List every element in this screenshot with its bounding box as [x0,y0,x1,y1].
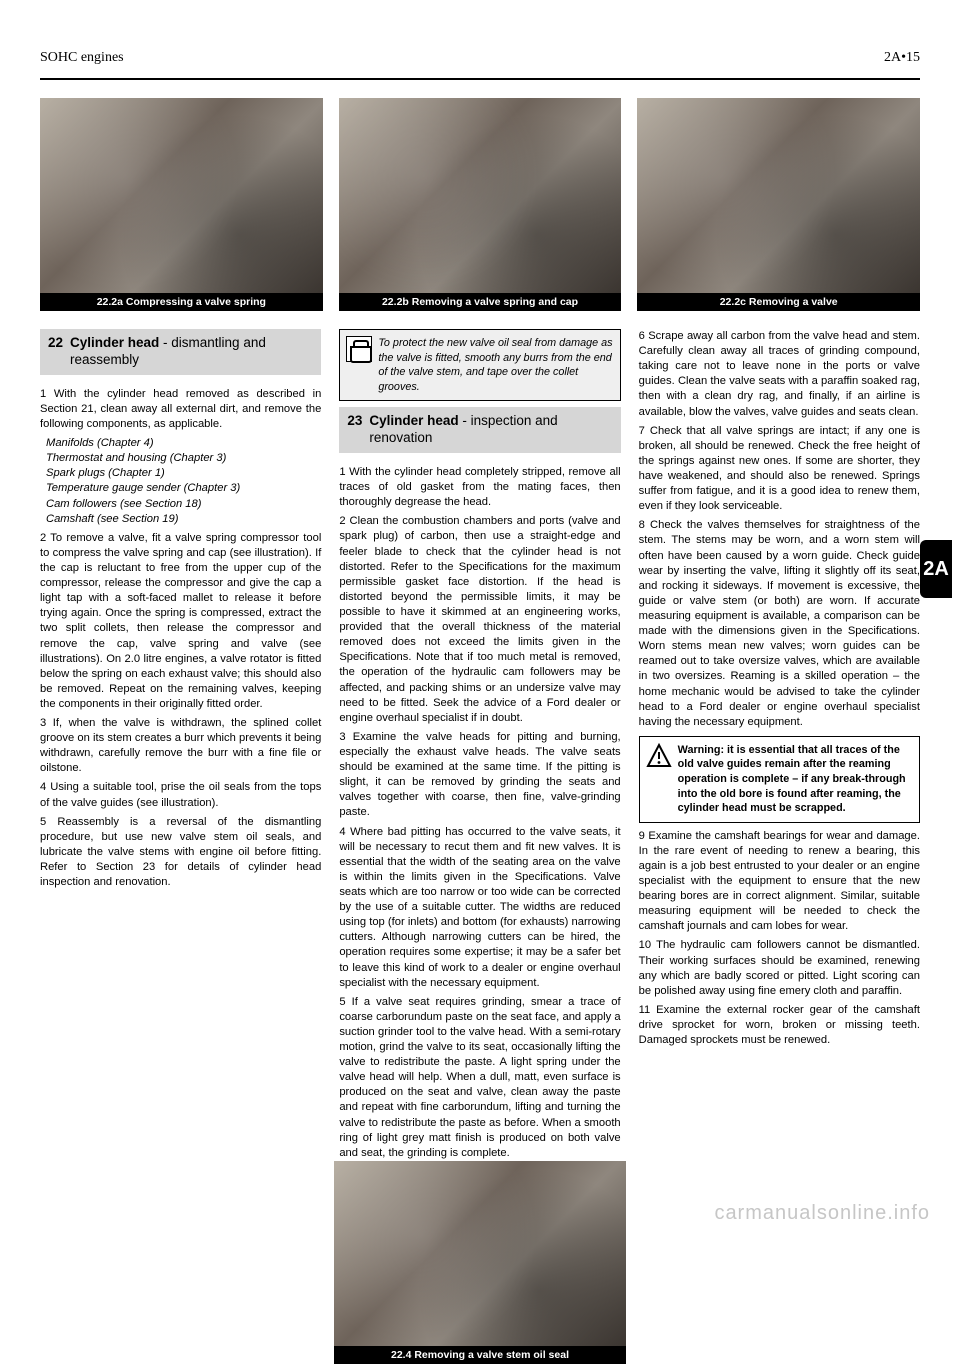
sec23-p10: 10 The hydraulic cam followers cannot be… [639,938,920,998]
figure-22-4-image [334,1161,626,1346]
sec23-p5: 5 If a valve seat requires grinding, sme… [339,995,620,1161]
sec23-p7: 7 Check that all valve springs are intac… [639,424,920,515]
sec22-list: Manifolds (Chapter 4) Thermostat and hou… [40,436,321,527]
figure-22-2a-caption: 22.2a Compressing a valve spring [40,293,323,311]
figure-22-2a-image [40,98,323,293]
chapter-tab: 2A [920,540,952,598]
warning-text: Warning: it is essential that all traces… [678,743,913,816]
sec23-p1: 1 With the cylinder head completely stri… [339,465,620,510]
sec23-p9: 9 Examine the camshaft bearings for wear… [639,829,920,935]
section-23-title: Cylinder head - inspection and renovatio… [369,413,612,447]
sec23-p3: 3 Examine the valve heads for pitting an… [339,730,620,821]
figure-22-2c-image [637,98,920,293]
warning-icon [646,743,672,769]
header-title: SOHC engines [40,50,124,66]
figure-22-2b-caption: 22.2b Removing a valve spring and cap [339,293,622,311]
sec23-p2: 2 Clean the combustion chambers and port… [339,514,620,726]
figure-22-2c-caption: 22.2c Removing a valve [637,293,920,311]
section-22-title: Cylinder head - dismantling and reassemb… [70,335,313,369]
figure-22-2b-image [339,98,622,293]
sec23-p8: 8 Check the valves themselves for straig… [639,518,920,730]
sec22-p2: 2 To remove a valve, fit a valve spring … [40,531,321,712]
warning-box: Warning: it is essential that all traces… [639,736,920,823]
sec23-p6: 6 Scrape away all carbon from the valve … [639,329,920,420]
haynes-hint-text: To protect the new valve oil seal from d… [378,336,613,394]
watermark: carmanualsonline.info [714,1202,930,1225]
header-rule [40,78,920,80]
figure-22-4-caption: 22.4 Removing a valve stem oil seal [334,1346,626,1364]
toolbox-icon [346,336,372,362]
sec22-p5: 5 Reassembly is a reversal of the disman… [40,815,321,891]
section-23-number: 23 [347,413,369,447]
body-columns: 22 Cylinder head - dismantling and reass… [40,329,920,1161]
figure-22-4: 22.4 Removing a valve stem oil seal [334,1161,626,1364]
sec22-p4: 4 Using a suitable tool, prise the oil s… [40,780,321,810]
sec22-p3: 3 If, when the valve is withdrawn, the s… [40,716,321,776]
sec23-p4: 4 Where bad pitting has occurred to the … [339,825,620,991]
section-23-heading: 23 Cylinder head - inspection and renova… [339,407,620,453]
section-22-heading: 22 Cylinder head - dismantling and reass… [40,329,321,375]
section-22-number: 22 [48,335,70,369]
figure-22-2b: 22.2b Removing a valve spring and cap [339,98,622,311]
figure-row-top: 22.2a Compressing a valve spring 22.2b R… [40,98,920,311]
sec22-p1: 1 With the cylinder head removed as desc… [40,387,321,432]
header-pagenum: 2A•15 [884,50,920,66]
haynes-hint: To protect the new valve oil seal from d… [339,329,620,401]
figure-22-2a: 22.2a Compressing a valve spring [40,98,323,311]
figure-22-2c: 22.2c Removing a valve [637,98,920,311]
sec23-p11: 11 Examine the external rocker gear of t… [639,1003,920,1048]
